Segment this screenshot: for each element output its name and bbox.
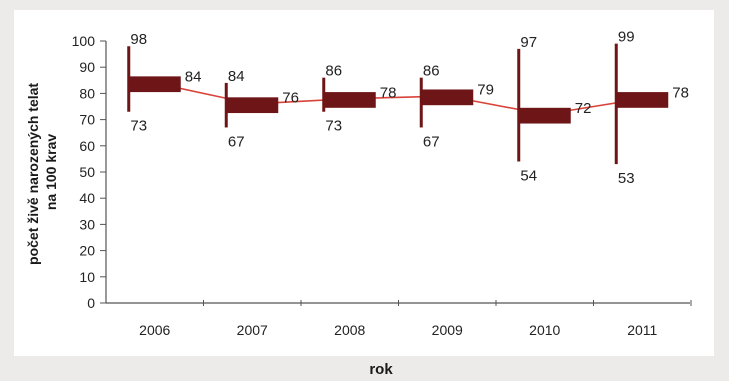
x-tick-label: 2007 [237,322,268,338]
y-tick-label: 60 [79,138,95,154]
high-value-label: 99 [618,29,635,46]
mean-value-label: 78 [672,84,689,101]
y-tick-label: 100 [72,33,96,49]
mean-value-label: 79 [477,82,494,99]
y-tick-label: 70 [79,112,95,128]
y-tick-label: 40 [79,190,95,206]
y-tick-label: 80 [79,85,95,101]
x-axis-ticks: 2006 2007 2008 2009 2010 2011 [139,300,692,338]
y-tick-label: 30 [79,216,95,232]
mean-box [128,76,181,93]
x-tick-label: 2010 [529,322,560,338]
mean-box [421,89,474,106]
low-value-label: 53 [618,170,635,187]
data-marks: 98 73 84 84 67 76 86 73 78 86 67 79 97 54 72 99 53 78 [127,29,689,187]
x-tick-label: 2008 [334,322,365,338]
y-tick-label: 20 [79,243,95,259]
mean-value-label: 78 [380,84,397,101]
x-axis-title: rok [369,361,393,378]
low-value-label: 54 [520,168,537,185]
low-value-label: 73 [325,118,342,135]
low-value-label: 67 [423,133,440,150]
high-value-label: 98 [130,31,147,48]
high-value-label: 86 [423,63,440,80]
y-tick-label: 90 [79,59,95,75]
mean-box [226,97,279,114]
y-axis-ticks: 0 10 20 30 40 50 60 70 80 90 100 [72,33,106,311]
mean-box [518,107,571,124]
mean-box [616,92,669,108]
high-value-label: 84 [228,68,245,85]
x-tick-label: 2009 [432,322,463,338]
mean-value-label: 72 [575,100,592,117]
y-axis-title-line-1: počet živě narozených telat [25,83,41,265]
mean-value-label: 84 [185,69,202,86]
y-tick-label: 50 [79,164,95,180]
plot-background [14,10,714,356]
y-axis-title: počet živě narozených telat na 100 krav [25,79,59,265]
high-value-label: 86 [325,63,342,80]
low-value-label: 67 [228,133,245,150]
y-tick-label: 0 [87,295,95,311]
x-tick-label: 2011 [627,322,657,338]
y-axis-title-line-2: na 100 krav [43,134,59,210]
mean-box [323,92,376,108]
mean-value-label: 76 [282,90,299,107]
high-value-label: 97 [520,34,537,51]
y-tick-label: 10 [79,269,95,285]
x-tick-label: 2006 [139,322,170,338]
low-value-label: 73 [130,118,147,135]
